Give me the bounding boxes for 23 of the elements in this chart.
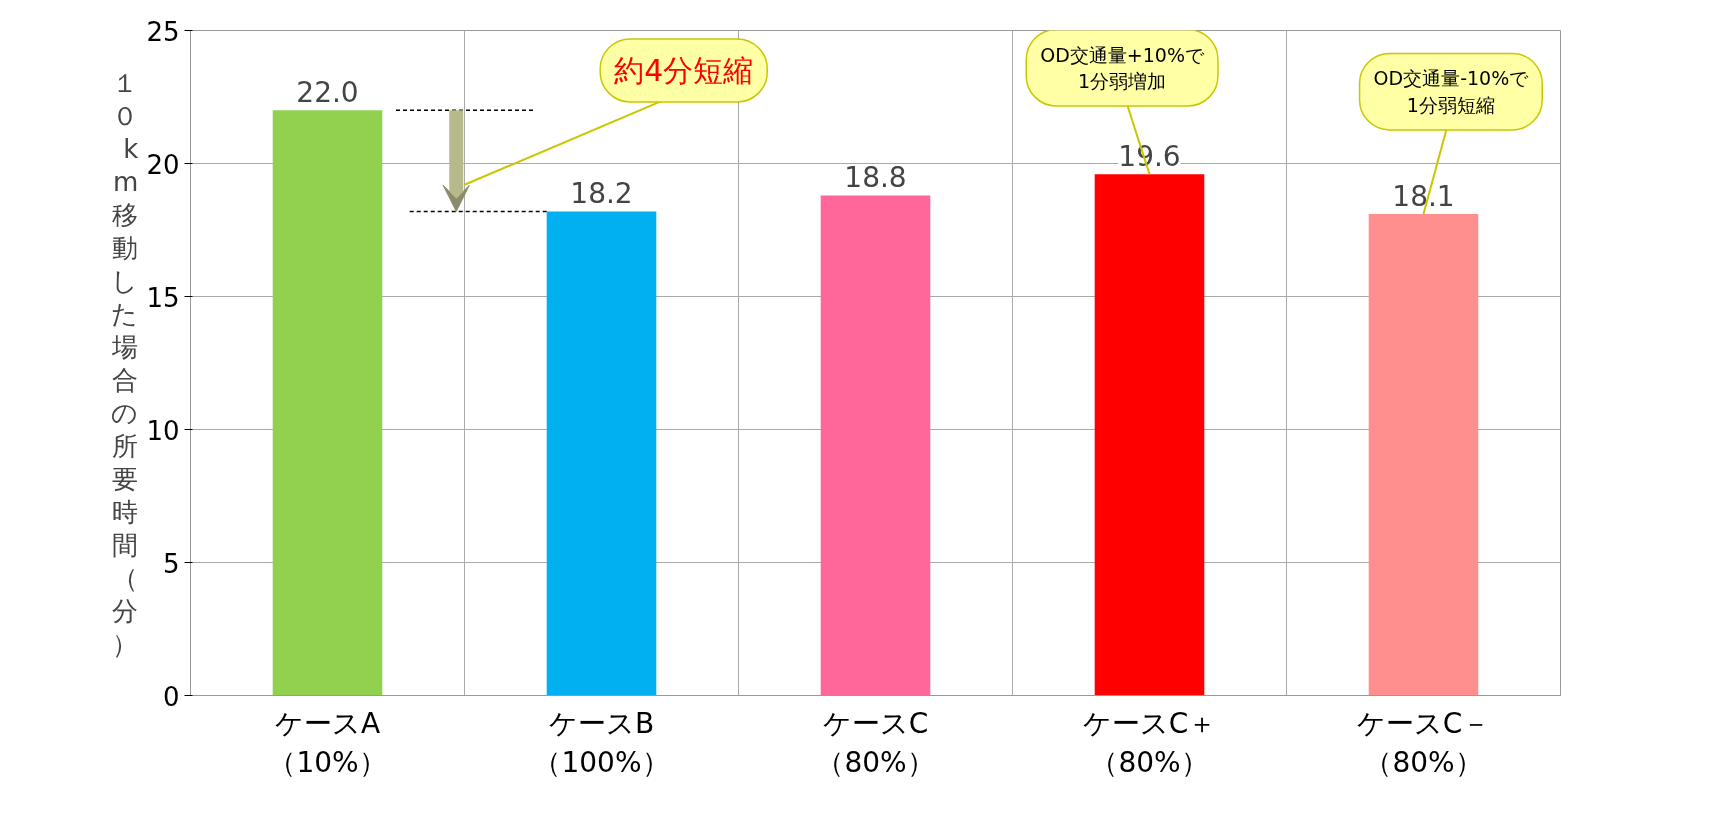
- x-tick-label: ケースC＋（80%）: [1082, 706, 1217, 780]
- x-tick-label: ケースB（100%）: [533, 706, 670, 780]
- bar: [1094, 174, 1205, 696]
- y-tick-label: 5: [162, 548, 180, 579]
- bar: [1368, 214, 1479, 696]
- x-tick-label: ケースC－（80%）: [1356, 706, 1491, 780]
- data-label: 22.0: [296, 76, 359, 110]
- y-tick-label: 15: [146, 282, 180, 313]
- x-tick-label: ケースC（80%）: [816, 706, 935, 780]
- y-tick-label: 10: [146, 415, 180, 446]
- bar: [546, 211, 657, 696]
- text: １０km移動した場合の所要時間（分）: [111, 67, 139, 659]
- bar: [272, 110, 383, 696]
- data-label: 18.8: [844, 161, 907, 195]
- annotation: OD交通量+10%で 1分弱増加: [1040, 43, 1205, 92]
- annotation: OD交通量-10%で 1分弱短縮: [1373, 67, 1530, 116]
- annotation: 約4分短縮: [614, 52, 754, 88]
- data-label: 18.2: [570, 177, 633, 211]
- bar: [820, 195, 931, 696]
- x-tick-label: ケースA（10%）: [268, 706, 387, 780]
- y-tick-label: 25: [146, 16, 180, 47]
- y-tick-label: 20: [146, 149, 180, 180]
- y-tick-label: 0: [162, 681, 180, 712]
